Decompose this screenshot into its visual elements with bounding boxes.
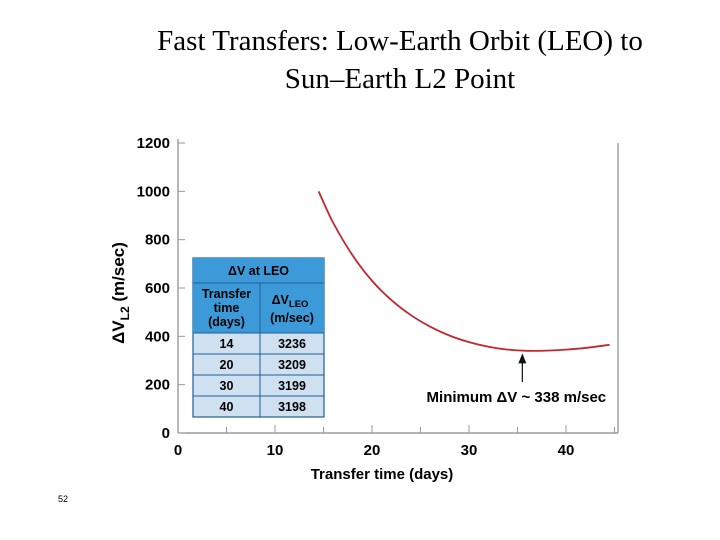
page-number: 52 (58, 494, 69, 504)
inset-table-col2-header: ΔVLEO (272, 293, 309, 310)
y-tick-label: 0 (162, 425, 170, 442)
slide-title-line-1: Fast Transfers: Low-Earth Orbit (LEO) to (157, 25, 643, 57)
inset-table-col2-header-main: ΔV (272, 293, 290, 307)
y-axis-title: ΔVL2 (m/sec) (109, 242, 132, 344)
x-axis-title: Transfer time (days) (311, 466, 454, 483)
y-tick-label: 200 (145, 377, 170, 394)
slide-title-line-2: Sun–Earth L2 Point (284, 63, 516, 95)
inset-table-col1-header: time (214, 301, 240, 315)
x-tick-label: 40 (558, 442, 575, 459)
inset-table-col1-header: (days) (208, 315, 245, 329)
inset-table-cell-days: 20 (220, 358, 234, 372)
y-axis-title-unit: (m/sec) (109, 242, 128, 306)
y-tick-label: 400 (145, 328, 170, 345)
inset-table-header-fill (193, 258, 324, 333)
inset-table-cell-days: 40 (220, 400, 234, 414)
inset-table-cell-dv: 3199 (278, 379, 306, 393)
y-tick-label: 600 (145, 280, 170, 297)
inset-table-col2-header-sub: LEO (289, 299, 309, 310)
y-axis-title-subscript: L2 (118, 306, 132, 320)
inset-table-title: ΔV at LEO (228, 264, 289, 278)
inset-table-col2-header-unit: (m/sec) (270, 311, 314, 325)
y-axis-title-main: ΔV (109, 320, 128, 344)
inset-table-cell-dv: 3236 (278, 337, 306, 351)
inset-table-cell-days: 30 (220, 379, 234, 393)
inset-table-cell-dv: 3209 (278, 358, 306, 372)
y-tick-label: 1200 (137, 135, 170, 152)
annotation-label: Minimum ΔV ~ 338 m/sec (427, 389, 607, 406)
annotation-arrow-head (518, 353, 527, 364)
inset-table-col1-header: Transfer (202, 287, 251, 301)
x-tick-label: 20 (364, 442, 381, 459)
inset-table-cell-dv: 3198 (278, 400, 306, 414)
x-tick-label: 10 (267, 442, 284, 459)
y-tick-label: 800 (145, 232, 170, 249)
x-tick-label: 0 (174, 442, 182, 459)
slide-title: Fast Transfers: Low-Earth Orbit (LEO) to… (40, 22, 720, 98)
series-line (317, 190, 610, 352)
x-tick-label: 30 (461, 442, 478, 459)
y-tick-label: 1000 (137, 183, 170, 200)
inset-table-cell-days: 14 (220, 337, 234, 351)
